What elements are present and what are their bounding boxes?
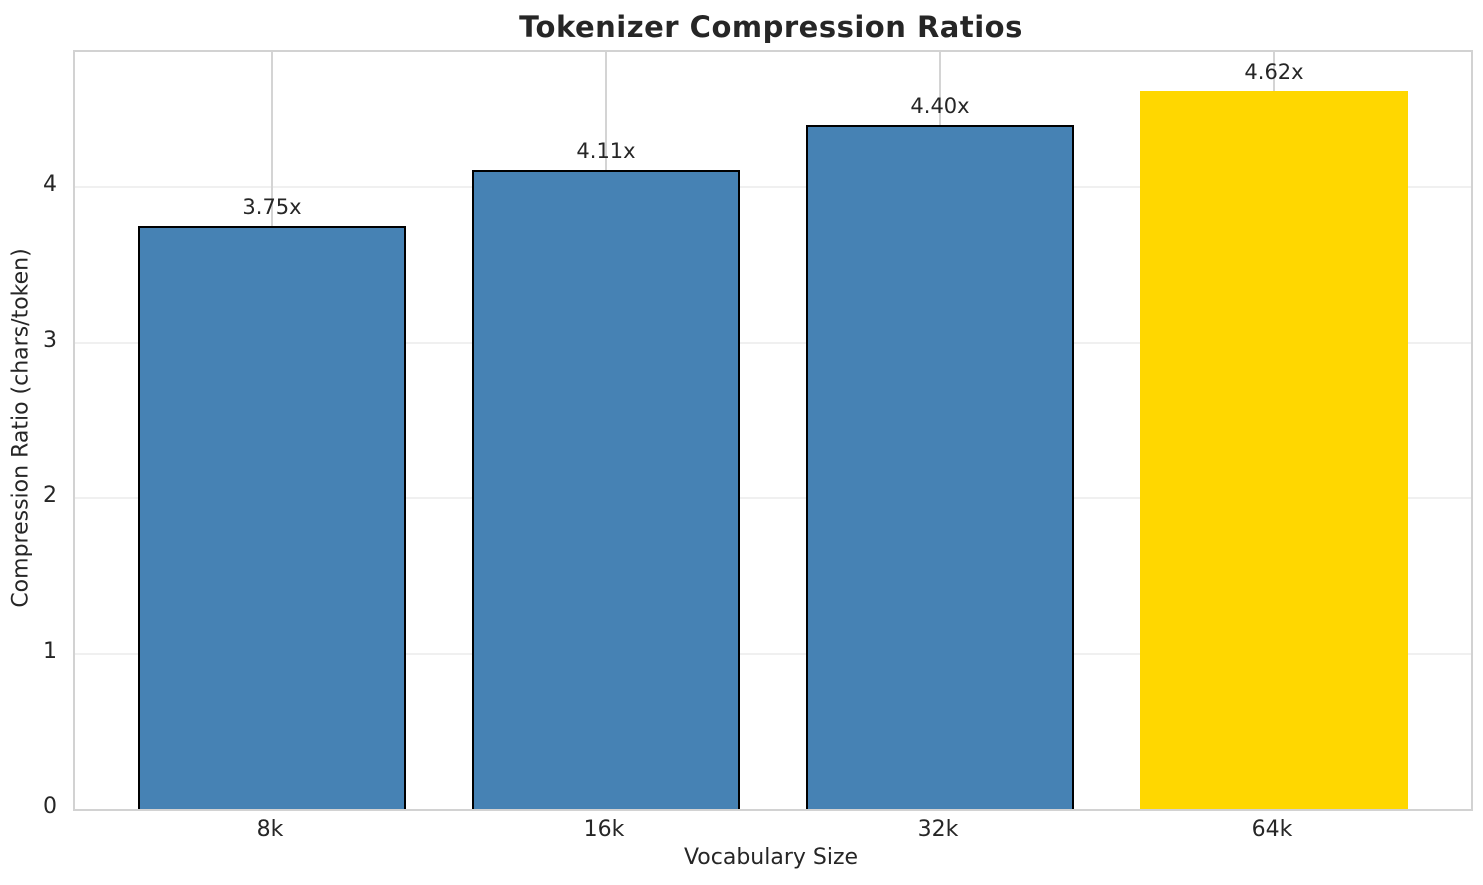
bars-layer: 3.75x 4.11x 4.40x 4.62x	[75, 52, 1471, 809]
y-tick-3: 3	[43, 327, 57, 353]
chart-title: Tokenizer Compression Ratios	[519, 10, 1023, 44]
bar-8k	[138, 226, 406, 809]
bar-32k	[806, 125, 1074, 809]
y-gridline-2	[75, 497, 1471, 500]
y-tick-1: 1	[43, 638, 57, 664]
x-tick-8k: 8k	[256, 817, 284, 842]
bar-value-label-64k: 4.62x	[1244, 59, 1304, 84]
y-gridline-4	[75, 186, 1471, 189]
bar-value-label-32k: 4.40x	[910, 94, 970, 119]
y-gridline-1	[75, 652, 1471, 655]
y-tick-0: 0	[43, 794, 57, 819]
y-axis-label: Compression Ratio (chars/token)	[8, 248, 34, 608]
bar-64k	[1140, 90, 1408, 809]
y-tick-4: 4	[43, 172, 57, 198]
x-tick-32k: 32k	[917, 817, 959, 842]
bar-16k	[472, 170, 740, 809]
y-gridline-3	[75, 341, 1471, 344]
plot-area: 3.75x 4.11x 4.40x 4.62x	[73, 50, 1473, 811]
x-tick-64k: 64k	[1251, 817, 1293, 842]
x-tick-16k: 16k	[583, 817, 625, 842]
bar-value-label-16k: 4.11x	[576, 139, 636, 164]
y-tick-2: 2	[43, 483, 57, 509]
x-axis-label: Vocabulary Size	[683, 845, 859, 870]
bar-value-label-8k: 3.75x	[242, 195, 302, 220]
